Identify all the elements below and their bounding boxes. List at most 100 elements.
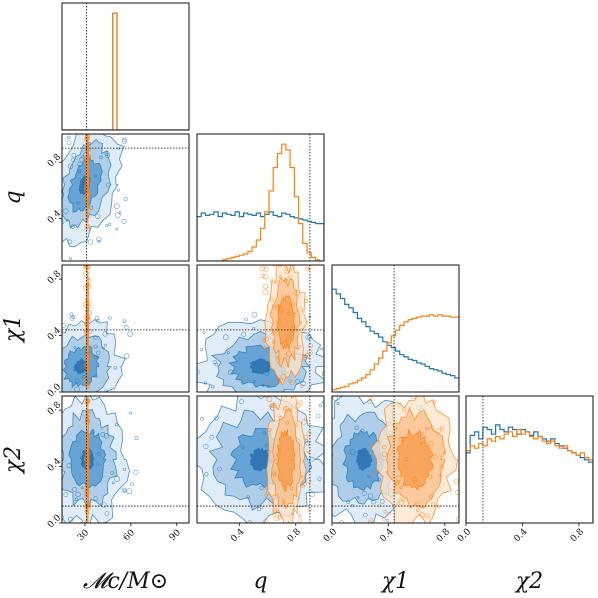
sample-blue	[89, 205, 94, 210]
sample-blue	[273, 540, 277, 544]
sample-orange	[455, 490, 459, 495]
sample-orange	[264, 336, 270, 342]
sample-blue	[340, 337, 344, 341]
x-tick-label-chi1: 0.0	[322, 527, 339, 544]
sample-blue	[49, 494, 54, 499]
sample-blue	[88, 239, 94, 245]
sample-blue	[105, 153, 110, 158]
sample-blue	[121, 487, 127, 493]
sample-blue	[46, 198, 49, 201]
sample-orange	[266, 396, 273, 403]
sample-orange	[283, 533, 286, 536]
sample-blue	[67, 135, 71, 140]
sample-blue	[71, 315, 76, 319]
sample-orange	[293, 290, 300, 296]
sample-blue	[336, 402, 340, 405]
sample-blue	[272, 528, 275, 531]
sample-orange	[85, 146, 91, 152]
sample-blue	[63, 492, 69, 497]
sample-orange	[274, 305, 281, 312]
sample-blue	[79, 522, 83, 523]
sample-orange	[84, 217, 90, 222]
sample-orange	[272, 507, 278, 514]
sample-orange	[284, 268, 291, 275]
sample-blue	[62, 514, 64, 520]
sample-blue	[406, 530, 411, 535]
sample-blue	[261, 384, 265, 387]
sample-orange	[368, 520, 372, 523]
sample-blue	[110, 470, 115, 475]
sample-orange	[303, 530, 308, 535]
sample-blue	[41, 517, 46, 522]
sample-orange	[85, 448, 90, 453]
sample-blue	[93, 344, 98, 349]
sample-blue	[199, 347, 204, 352]
sample-orange	[271, 304, 275, 308]
y-tick-label-chi2: 0.8	[46, 400, 63, 417]
sample-blue	[334, 539, 338, 543]
sample-orange	[291, 512, 295, 516]
x-tick-label-q: 0.8	[286, 527, 303, 544]
sample-blue	[96, 236, 102, 242]
sample-orange	[265, 396, 270, 399]
sample-blue	[70, 157, 76, 162]
sample-orange	[278, 416, 283, 420]
sample-blue	[332, 452, 334, 458]
sample-orange	[404, 457, 409, 462]
sample-orange	[367, 527, 372, 532]
sample-orange	[300, 327, 306, 333]
sample-orange	[284, 396, 288, 397]
sample-orange	[302, 353, 307, 358]
sample-orange	[86, 524, 88, 526]
sample-orange	[268, 404, 273, 408]
sample-blue	[48, 475, 53, 480]
contour-orange-2	[276, 428, 296, 492]
sample-blue	[123, 353, 130, 360]
sample-orange	[86, 126, 90, 130]
x-tick-label-chi2: 0.0	[456, 527, 473, 544]
sample-blue	[104, 511, 110, 516]
sample-blue	[258, 462, 263, 466]
sample-blue	[192, 418, 194, 420]
marginal-panel-chi1	[331, 264, 460, 393]
sample-orange	[393, 427, 397, 431]
sample-blue	[334, 312, 338, 316]
sample-blue	[75, 126, 78, 129]
sample-blue	[73, 345, 77, 349]
sample-blue	[94, 374, 98, 378]
sample-blue	[127, 331, 134, 337]
sample-blue	[95, 538, 98, 541]
sample-blue	[134, 436, 139, 441]
sample-orange	[290, 325, 296, 332]
sample-orange	[398, 436, 405, 443]
sample-orange	[425, 513, 430, 518]
sample-blue	[262, 527, 265, 530]
sample-blue	[356, 496, 360, 499]
sample-orange	[432, 400, 437, 404]
sample-blue	[93, 496, 98, 501]
sample-orange	[85, 113, 90, 118]
sample-orange	[276, 531, 278, 533]
sample-orange	[86, 141, 90, 145]
sample-orange	[85, 352, 91, 358]
sample-blue	[113, 203, 120, 210]
sample-blue	[120, 113, 122, 115]
sample-blue	[241, 525, 244, 528]
sample-blue	[351, 503, 354, 507]
sample-orange	[297, 307, 304, 313]
sample-orange	[83, 398, 89, 405]
sample-blue	[69, 312, 74, 317]
sample-orange	[84, 193, 90, 199]
histogram-blue-chi2	[466, 424, 593, 523]
sample-orange	[283, 265, 289, 268]
sample-orange	[281, 251, 285, 255]
histogram-orange-mc	[62, 12, 189, 130]
sample-orange	[297, 514, 301, 518]
sample-blue	[259, 486, 264, 491]
sample-blue	[54, 144, 56, 146]
sample-orange	[271, 340, 276, 344]
sample-orange	[306, 430, 312, 436]
sample-blue	[101, 110, 106, 115]
sample-orange	[436, 505, 441, 509]
